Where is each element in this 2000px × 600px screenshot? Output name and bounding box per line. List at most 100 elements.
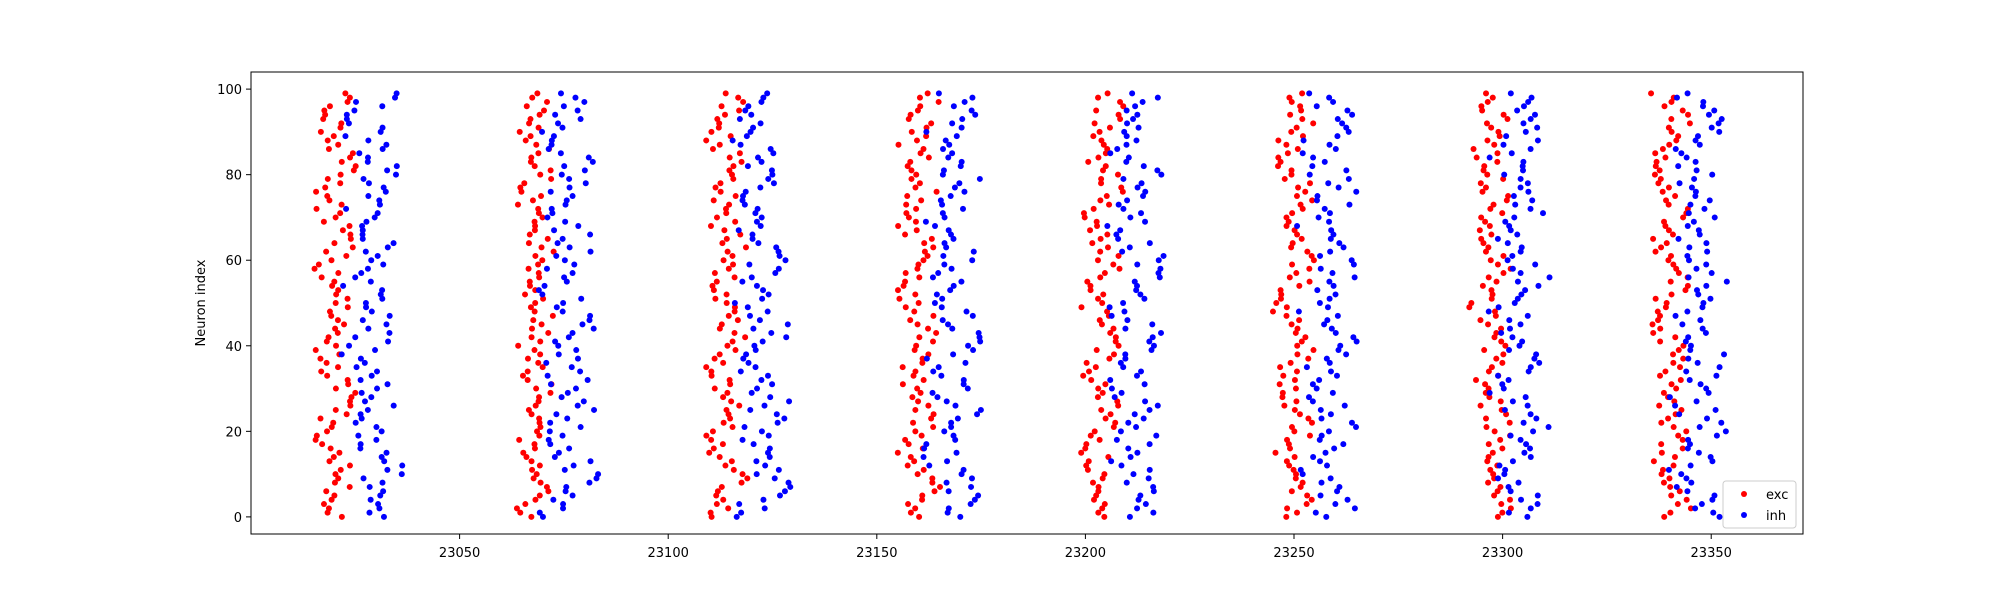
spike-point-exc: [539, 214, 546, 221]
spike-point-exc: [536, 415, 543, 422]
spike-point-inh: [551, 454, 558, 460]
spike-point-inh: [1713, 372, 1720, 379]
spike-point-exc: [1675, 133, 1682, 140]
spike-point-exc: [337, 180, 344, 187]
spike-point-exc: [738, 158, 745, 165]
spike-point-inh: [1344, 496, 1351, 503]
spike-point-exc: [532, 252, 539, 259]
spike-point-exc: [528, 513, 535, 520]
spike-point-exc: [930, 424, 937, 431]
spike-point-exc: [1668, 381, 1675, 388]
spike-point-inh: [1705, 111, 1712, 118]
spike-point-inh: [1502, 466, 1509, 473]
spike-point-inh: [941, 428, 948, 435]
spike-point-inh: [1711, 492, 1718, 499]
spike-point-exc: [346, 94, 353, 101]
spike-point-inh: [1533, 351, 1540, 358]
spike-point-inh: [1683, 368, 1690, 375]
spike-point-exc: [1289, 240, 1296, 247]
spike-point-inh: [1131, 278, 1138, 285]
spike-point-inh: [765, 291, 772, 298]
spike-point-inh: [1134, 184, 1141, 191]
spike-point-inh: [1506, 347, 1513, 354]
spike-point-inh: [372, 347, 379, 354]
x-tick-label: 23250: [1273, 546, 1314, 561]
spike-point-exc: [1494, 513, 1501, 520]
spike-point-inh: [754, 205, 761, 212]
spike-point-inh: [572, 94, 579, 101]
spike-point-inh: [743, 351, 750, 358]
spike-point-inh: [733, 513, 740, 520]
spike-point-inh: [368, 372, 375, 379]
spike-point-exc: [728, 398, 735, 405]
spike-point-exc: [907, 454, 914, 460]
spike-point-inh: [539, 513, 546, 520]
spike-point-inh: [1723, 278, 1730, 285]
spike-point-inh: [935, 90, 942, 97]
x-tick-label: 23200: [1065, 546, 1106, 561]
spike-point-inh: [776, 492, 783, 499]
spike-point-inh: [1509, 334, 1516, 341]
spike-point-exc: [1304, 492, 1311, 499]
spike-point-inh: [1330, 282, 1337, 289]
spike-point-exc: [536, 394, 543, 401]
spike-point-exc: [328, 257, 335, 264]
spike-point-inh: [1317, 406, 1324, 413]
spike-point-inh: [1157, 265, 1164, 272]
spike-point-exc: [1663, 197, 1670, 204]
spike-point-inh: [590, 325, 597, 332]
spike-point-inh: [566, 184, 573, 191]
spike-point-exc: [1685, 111, 1692, 118]
spike-point-exc: [326, 103, 333, 110]
spike-point-exc: [1305, 355, 1312, 362]
spike-point-inh: [557, 90, 564, 97]
spike-point-exc: [1306, 180, 1313, 187]
spike-point-exc: [1096, 317, 1103, 324]
spike-point-inh: [1527, 411, 1534, 418]
spike-point-exc: [539, 364, 546, 371]
spike-point-exc: [1097, 248, 1104, 255]
spike-point-exc: [1107, 329, 1114, 336]
spike-point-inh: [351, 107, 358, 114]
spike-point-exc: [1491, 428, 1498, 435]
spike-point-exc: [320, 501, 327, 508]
spike-point-inh: [1685, 274, 1692, 281]
spike-point-inh: [753, 218, 760, 225]
spike-point-exc: [1283, 513, 1290, 520]
spike-point-inh: [1525, 188, 1532, 195]
spike-point-exc: [346, 223, 353, 229]
spike-point-inh: [1349, 111, 1356, 118]
spike-point-exc: [1294, 351, 1301, 358]
spike-point-inh: [356, 150, 363, 157]
spike-point-inh: [1501, 406, 1508, 413]
spike-point-inh: [933, 291, 940, 298]
spike-point-inh: [358, 389, 365, 396]
spike-point-inh: [1344, 107, 1351, 114]
spike-point-exc: [1654, 308, 1661, 315]
spike-point-inh: [920, 454, 927, 460]
spike-point-inh: [1517, 184, 1524, 191]
spike-point-exc: [1657, 372, 1664, 379]
spike-point-exc: [717, 188, 724, 195]
spike-point-inh: [949, 325, 956, 332]
spike-point-exc: [522, 501, 529, 508]
spike-point-inh: [750, 124, 757, 131]
spike-point-inh: [1118, 462, 1125, 469]
spike-point-exc: [921, 240, 928, 247]
spike-point-exc: [708, 368, 715, 375]
spike-point-exc: [732, 347, 739, 354]
spike-point-inh: [1327, 475, 1334, 482]
spike-point-inh: [1499, 381, 1506, 388]
spike-point-inh: [1707, 295, 1714, 302]
spike-point-inh: [572, 385, 579, 392]
spike-point-exc: [1494, 158, 1501, 165]
spike-point-inh: [1692, 158, 1699, 165]
spike-point-inh: [1328, 227, 1335, 234]
spike-point-inh: [951, 184, 958, 191]
spike-point-inh: [1334, 116, 1341, 123]
spike-point-exc: [731, 304, 738, 311]
spike-point-exc: [899, 364, 906, 371]
spike-point-inh: [1146, 406, 1153, 413]
spike-point-inh: [1113, 436, 1120, 443]
spike-point-exc: [1275, 137, 1282, 144]
